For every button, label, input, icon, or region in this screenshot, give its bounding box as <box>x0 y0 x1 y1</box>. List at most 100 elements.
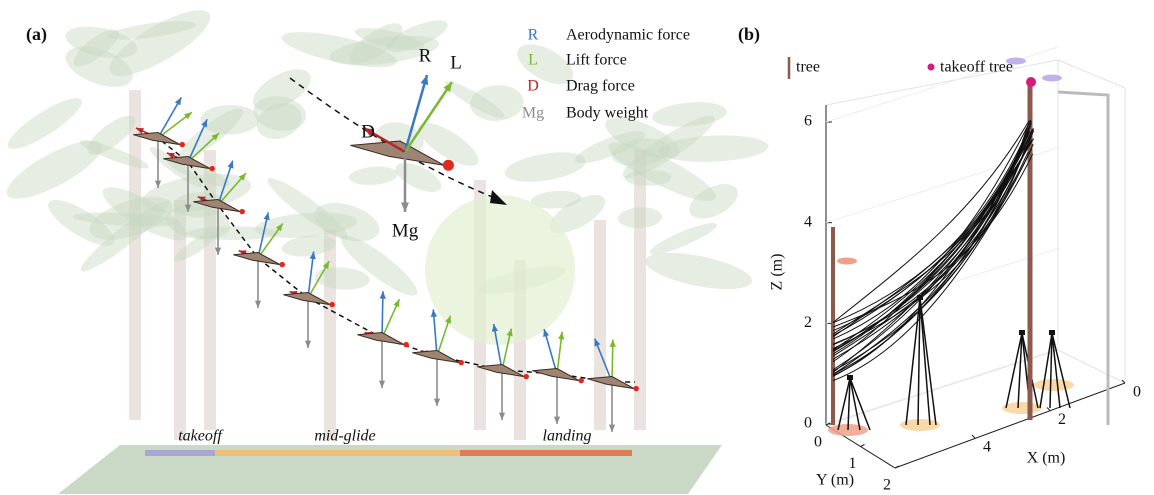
landing-pad <box>1002 402 1042 414</box>
foliage <box>395 162 442 193</box>
foliage <box>80 201 170 272</box>
snake-body <box>532 367 580 382</box>
foliage <box>253 96 306 131</box>
arrow-head <box>275 223 283 232</box>
foliage <box>267 177 348 239</box>
glide-trajectory <box>832 139 1033 337</box>
grid-line <box>825 247 1059 324</box>
arrow-head <box>174 97 182 106</box>
snake-head <box>209 165 215 172</box>
glide-trajectory <box>832 135 1032 372</box>
arrow-head <box>401 202 409 212</box>
foliage <box>618 207 663 229</box>
force-arrow <box>432 309 438 357</box>
foliage <box>645 252 752 290</box>
arrow-head <box>227 160 234 169</box>
foliage <box>605 117 680 159</box>
foliage <box>314 267 370 290</box>
foliage <box>574 131 646 164</box>
tripod-leg <box>847 377 851 431</box>
arrow-head <box>594 338 601 347</box>
force-label: R <box>419 45 432 66</box>
force-arrow <box>307 251 315 299</box>
panel-label: (a) <box>26 24 47 45</box>
camera <box>1019 330 1025 335</box>
foliage <box>48 199 115 246</box>
force-label: L <box>450 52 462 73</box>
camera <box>847 375 853 380</box>
tripod-leg <box>849 377 861 431</box>
canopy-disc <box>1006 57 1026 65</box>
phase-label: mid-glide <box>314 428 375 445</box>
box-edge <box>1057 349 1126 384</box>
glide-trajectory <box>832 120 1030 323</box>
arrow-head <box>214 247 222 255</box>
arrow-head <box>184 204 192 212</box>
foliage <box>281 32 398 68</box>
legend-text: Aerodynamic force <box>566 27 690 44</box>
foliage <box>624 169 672 186</box>
snake-body <box>357 331 405 346</box>
legend-entry: tree <box>796 59 820 76</box>
foliage <box>649 222 717 255</box>
foliage <box>109 10 211 76</box>
glide-trajectory <box>832 151 1029 357</box>
arrow-head <box>211 133 220 141</box>
trajectory <box>289 77 496 199</box>
trajectory-head <box>490 190 507 205</box>
panel-label: (b) <box>738 24 760 45</box>
tree-trunk <box>324 230 336 440</box>
foliage <box>549 195 606 234</box>
foliage <box>166 205 231 240</box>
arrow-head <box>154 180 162 188</box>
glide-trajectory <box>832 123 1032 375</box>
foliage <box>608 142 716 201</box>
foliage <box>65 46 133 87</box>
forest-background <box>6 10 769 440</box>
panel-a <box>133 74 639 432</box>
snake-head <box>179 141 185 148</box>
arrow-head <box>430 309 437 317</box>
force-arrow <box>217 160 234 206</box>
foliage <box>622 115 715 179</box>
arrow-head <box>609 339 616 347</box>
glide-trajectory <box>832 139 1029 350</box>
foliage <box>281 235 336 257</box>
camera <box>1049 330 1055 335</box>
glide-trajectory <box>832 143 1034 377</box>
y-tick <box>825 422 831 426</box>
foliage <box>504 152 586 182</box>
box-edge <box>825 349 1059 426</box>
arrow-head <box>166 152 175 159</box>
axis-label: Y (m) <box>816 472 854 489</box>
snake-body <box>283 291 331 306</box>
foliage <box>329 35 440 66</box>
legend-text: Lift force <box>566 52 627 69</box>
tripod-leg <box>919 297 937 426</box>
arrow-head <box>379 291 386 299</box>
foliage <box>470 85 524 121</box>
arrow-head <box>558 331 565 340</box>
tripod-leg <box>919 297 931 426</box>
foliage <box>517 44 574 85</box>
foliage <box>173 191 227 218</box>
tripod-leg <box>905 297 921 426</box>
foliage <box>6 140 102 199</box>
arrow-head <box>254 300 262 308</box>
glide-trajectory <box>832 145 1030 335</box>
foliage <box>256 103 302 140</box>
force-arrow <box>492 323 503 371</box>
x-tick-label: 2 <box>1058 411 1066 428</box>
force-arrow <box>257 212 270 259</box>
x-tick <box>1121 379 1126 384</box>
glide-trajectory <box>832 128 1034 351</box>
arrow-head <box>491 323 499 332</box>
arrow-head <box>136 128 144 134</box>
force-arrow <box>403 74 429 153</box>
tripod-leg <box>837 377 851 431</box>
axis-label: X (m) <box>1027 450 1066 467</box>
arrow-head <box>309 251 316 260</box>
snake-head <box>239 208 245 215</box>
foliage <box>102 187 188 241</box>
